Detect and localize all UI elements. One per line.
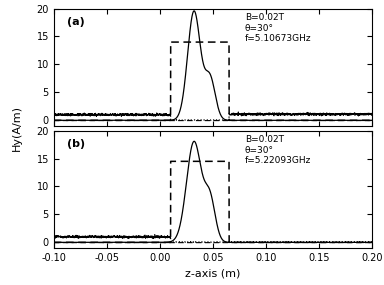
Text: Hy(A/m): Hy(A/m): [12, 105, 22, 151]
Text: B=0.02T
θ=30°
f=5.22093GHz: B=0.02T θ=30° f=5.22093GHz: [245, 135, 311, 165]
Text: B=0.02T
θ=30°
f=5.10673GHz: B=0.02T θ=30° f=5.10673GHz: [245, 13, 312, 43]
X-axis label: z-axis (m): z-axis (m): [185, 268, 241, 278]
Text: (a): (a): [66, 17, 84, 27]
Text: (b): (b): [66, 139, 84, 149]
